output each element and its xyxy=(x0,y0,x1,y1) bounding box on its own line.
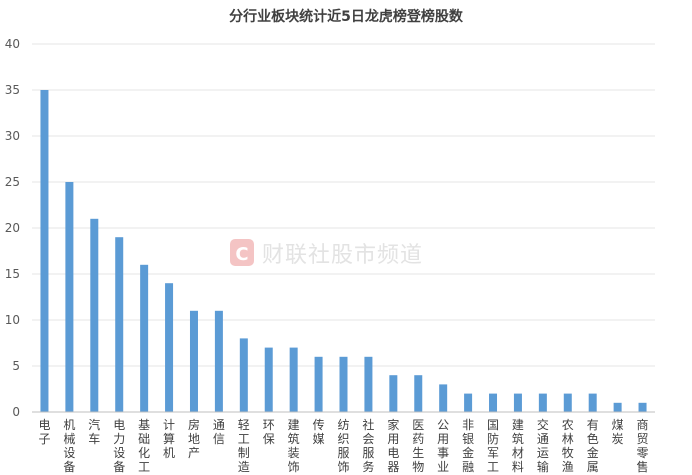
x-tick-label: 公用事业 xyxy=(437,418,449,474)
watermark: C 财联社股市频道 xyxy=(230,239,423,268)
watermark-logo-icon xyxy=(230,239,254,266)
bar-23 xyxy=(613,402,622,412)
x-tick-label: 机械设备 xyxy=(63,418,75,474)
y-tick-label: 15 xyxy=(5,267,20,281)
x-tick-label: 煤炭 xyxy=(612,418,624,446)
x-axis-labels: 电子 机械设备 汽车 电力设备 基础化工 计算机 房地产 通信 轻工制造 环保 建筑装饰 传媒纺织服饰… xyxy=(38,417,648,474)
watermark-text: 财联社股市频道 xyxy=(262,243,423,268)
bar-11 xyxy=(314,356,323,412)
y-tick-label: 5 xyxy=(12,359,20,373)
x-tick-label: 有色金属 xyxy=(587,418,599,474)
x-tick-label: 家用电器 xyxy=(387,417,399,474)
x-tick-label: 非银金融 xyxy=(462,418,474,474)
x-tick-label: 社会服务 xyxy=(362,417,374,474)
x-tick-label: 电子 xyxy=(38,418,50,446)
x-tick-label: 农林牧渔 xyxy=(562,418,574,474)
y-tick-label: 20 xyxy=(5,221,20,235)
bar-24 xyxy=(638,402,647,412)
x-tick-label: 电力设备 xyxy=(113,418,125,474)
x-tick-label: 商贸零售 xyxy=(637,417,649,474)
x-tick-label: 传媒 xyxy=(313,417,325,446)
bar-6 xyxy=(189,310,198,412)
bar-7 xyxy=(214,310,223,412)
x-tick-label: 通信 xyxy=(213,418,225,446)
x-tick-label: 交通运输 xyxy=(537,417,549,474)
bar-10 xyxy=(289,347,298,412)
y-axis-ticks: 0 5 10 15 20 25 30 35 40 xyxy=(5,37,20,419)
bar-0 xyxy=(40,90,49,412)
bar-14 xyxy=(389,375,398,412)
x-tick-label: 纺织服饰 xyxy=(337,418,349,474)
gridlines xyxy=(32,43,655,367)
x-tick-label: 计算机 xyxy=(163,418,175,460)
y-tick-label: 25 xyxy=(5,175,20,189)
bar-19 xyxy=(513,393,522,412)
y-tick-label: 0 xyxy=(12,405,20,419)
bar-18 xyxy=(489,393,498,412)
x-tick-label: 国防军工 xyxy=(487,418,499,474)
bar-5 xyxy=(165,283,174,412)
bar-22 xyxy=(588,393,597,412)
bar-12 xyxy=(339,356,348,412)
x-tick-label: 建筑装饰 xyxy=(288,418,300,474)
x-tick-label: 基础化工 xyxy=(138,418,150,474)
bars xyxy=(40,90,647,412)
bar-8 xyxy=(239,338,248,412)
bar-15 xyxy=(414,375,423,412)
bar-2 xyxy=(90,218,99,412)
y-tick-label: 35 xyxy=(5,83,20,97)
y-tick-label: 10 xyxy=(5,313,20,327)
x-tick-label: 医药生物 xyxy=(412,418,424,474)
bar-17 xyxy=(464,393,473,412)
x-tick-label: 环保 xyxy=(263,418,275,446)
bar-16 xyxy=(439,384,448,412)
x-tick-label: 汽车 xyxy=(88,417,100,446)
y-tick-label: 40 xyxy=(5,37,20,51)
bar-21 xyxy=(563,393,572,412)
x-tick-label: 建筑材料 xyxy=(512,418,524,474)
bar-13 xyxy=(364,356,373,412)
bar-1 xyxy=(65,182,74,412)
bar-3 xyxy=(115,237,124,412)
watermark-logo-letter: C xyxy=(235,244,248,265)
chart-title: 分行业板块统计近5日龙虎榜登榜股数 xyxy=(229,8,464,25)
x-tick-label: 轻工制造 xyxy=(238,418,250,474)
bar-4 xyxy=(140,264,149,412)
y-tick-label: 30 xyxy=(5,129,20,143)
bar-9 xyxy=(264,347,273,412)
x-tick-label: 房地产 xyxy=(188,417,200,460)
bar-20 xyxy=(538,393,547,412)
